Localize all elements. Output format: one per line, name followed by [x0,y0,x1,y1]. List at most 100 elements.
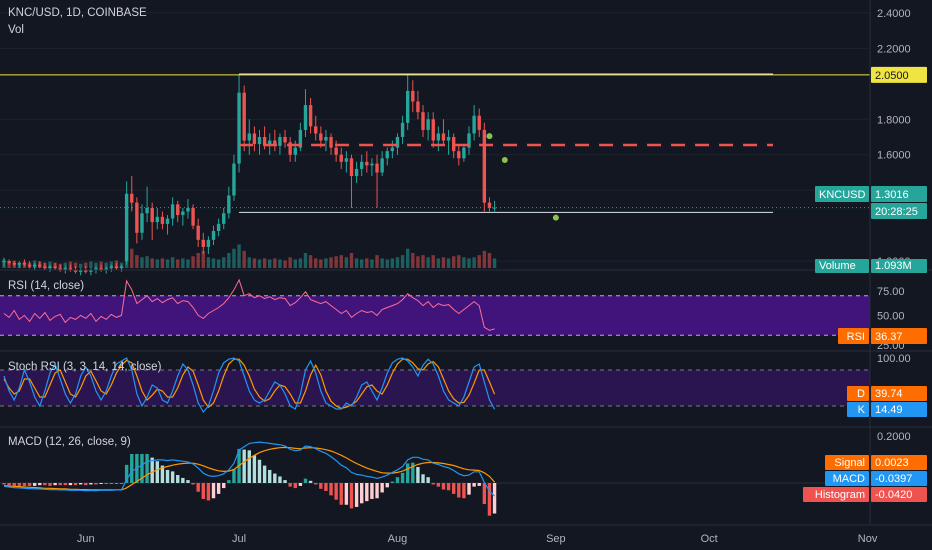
candle-body [298,129,303,148]
candle-body [73,270,78,272]
macd-histogram-bar [201,483,205,499]
volume-bar [257,259,262,268]
volume-bar [150,258,154,268]
candle-body [109,266,114,269]
macd-histogram-bar [380,483,384,493]
countdown-badge: 20:28:25 [875,206,918,218]
volume-bar [385,259,389,268]
candle-body [191,207,195,226]
candle-body [53,266,57,269]
candle-body [257,137,262,145]
candle-body [63,268,68,270]
signal-markers [486,133,559,221]
macd-histogram-bar [150,457,154,483]
macd-histogram-bar [186,480,190,483]
macd-histogram-bar [130,453,134,483]
volume-bar [186,259,190,268]
candle-body [482,129,487,203]
macd-histogram-bar [482,483,487,505]
candle-body [186,207,190,212]
macd-histogram-bar [176,475,180,483]
price-tick-label: 2.4000 [877,8,911,20]
candle-body [237,92,241,164]
volume-bar [222,257,226,268]
macd-histogram-bar [73,483,78,486]
volume-bar [262,258,267,268]
candle-body [262,137,267,145]
macd-histogram-name-badge: Histogram [815,489,865,501]
macd-histogram-bar [395,477,400,483]
candle-body [308,105,313,127]
price-pane[interactable] [0,12,870,276]
candle-body [395,137,400,148]
candle-body [329,137,333,148]
stoch-d-name-badge: D [857,388,865,400]
volume-bar [380,258,384,268]
macd-histogram-bar [303,478,308,483]
macd-histogram-bar [2,483,6,485]
macd-tick-label: 0.2000 [877,431,911,443]
volume-bar [405,248,410,268]
macd-macd-value-badge-bg [871,471,927,486]
volume-bar [94,262,98,268]
macd-histogram-bar [68,483,73,486]
level-price-badge: 2.0500 [875,70,909,82]
candle-body [12,262,16,265]
time-axis[interactable]: Jun Jul Aug Sep Oct Nov [77,533,878,545]
volume-bar [400,255,405,268]
candle-body [390,147,395,152]
stoch-tick-label: 100.00 [877,353,911,365]
candle-body [436,133,441,141]
candle-body [385,151,389,159]
candle-body [492,207,497,209]
volume-bar [237,244,241,268]
macd-histogram-bar [390,481,395,483]
macd-histogram-bar [22,483,27,486]
candle-body [416,101,420,113]
candles[interactable] [2,74,497,276]
macd-histogram-bar [339,483,343,505]
candle-body [140,213,144,233]
volume-bar [329,257,333,268]
candle-body [252,133,257,145]
candle-body [201,239,205,247]
candle-body [104,268,108,270]
level-lines [0,73,870,213]
volume-bar [216,259,221,268]
macd-histogram-bar [462,483,466,499]
volume-name-badge: Volume [819,260,856,272]
time-tick-label: Oct [701,533,718,545]
macd-histogram-bar [329,483,333,496]
volume-bar [411,253,415,268]
rsi-tick-label: 75.00 [877,286,905,298]
macd-signal-value-badge-bg [871,455,927,470]
macd-histogram-bar [421,474,425,483]
macd-pane[interactable] [0,441,870,516]
volume-bar [268,259,272,268]
volume-bar [181,258,185,268]
macd-histogram-bar [354,483,359,507]
price-grid [0,12,870,262]
stoch-d-name-badge-bg [847,386,869,401]
level-price-badge-bg [871,66,927,83]
rsi-value-badge: 36.37 [875,331,903,343]
candle-body [411,90,415,102]
macd-macd-value-badge: -0.0397 [875,473,912,485]
candle-body [400,122,405,137]
volume-bar [130,248,134,268]
candle-body [487,202,492,208]
volume-bar [206,257,211,268]
stoch-rsi-pane[interactable] [0,357,870,414]
candle-body [441,133,446,141]
candle-body [446,137,451,141]
volume-bar [176,259,180,268]
macd-histogram-bar [308,480,313,483]
candle-body [89,270,93,272]
macd-histogram-bar [27,483,32,486]
volume-bar [232,248,236,268]
volume-bar [314,258,318,268]
macd-histogram-bar [262,465,267,483]
macd-histogram-bar [365,483,369,502]
rsi-pane[interactable] [0,278,870,336]
